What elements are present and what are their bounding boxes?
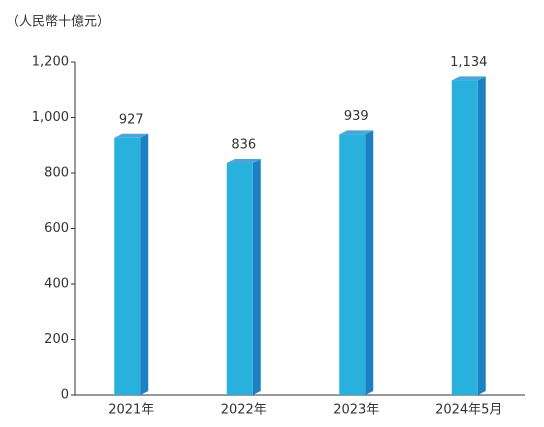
bar-top xyxy=(114,133,149,138)
y-axis-label: （人民幣十億元） xyxy=(6,14,110,30)
value-label: 1,134 xyxy=(450,55,487,70)
bar-side xyxy=(477,76,486,395)
bar xyxy=(226,159,261,395)
x-tick-label: 2023年 xyxy=(333,403,379,418)
y-tick-label: 200 xyxy=(44,332,69,347)
bar xyxy=(114,133,149,395)
y-tick-label: 800 xyxy=(44,166,69,181)
y-tick-label: 1,000 xyxy=(32,110,69,125)
bar-front xyxy=(451,80,478,395)
bar-front xyxy=(114,137,141,395)
value-label: 836 xyxy=(231,138,256,153)
x-tick-label: 2022年 xyxy=(221,403,267,418)
bar-top xyxy=(451,76,486,81)
bar-side xyxy=(140,133,149,395)
y-tick-label: 0 xyxy=(61,388,69,403)
bar-top xyxy=(226,159,261,164)
x-tick-label: 2021年 xyxy=(108,403,154,418)
bar-front xyxy=(226,163,253,395)
value-label: 927 xyxy=(119,112,144,127)
bar-top xyxy=(339,130,374,135)
bar xyxy=(339,130,374,396)
bar xyxy=(451,76,486,395)
y-tick-label: 400 xyxy=(44,277,69,292)
x-tick-label: 2024年5月 xyxy=(435,403,502,418)
y-tick-label: 600 xyxy=(44,221,69,236)
value-label: 939 xyxy=(344,109,369,124)
bar-side xyxy=(365,130,374,396)
bar-side xyxy=(252,159,261,395)
bar-front xyxy=(339,134,366,396)
y-tick-label: 1,200 xyxy=(32,55,69,70)
